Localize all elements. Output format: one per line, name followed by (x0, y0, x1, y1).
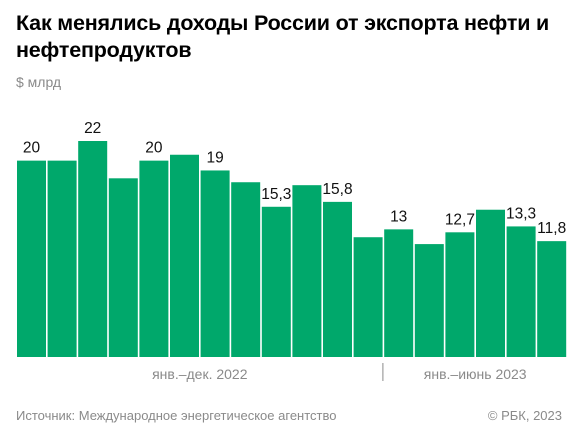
bar-5 (139, 160, 169, 357)
bar-4 (108, 178, 138, 357)
bar-14 (414, 244, 444, 357)
bar-1 (17, 160, 46, 357)
bar-18 (537, 241, 567, 357)
value-label-7: 19 (206, 149, 223, 166)
bar-6 (170, 154, 199, 357)
bar-9 (261, 206, 291, 357)
value-label-3: 22 (84, 120, 101, 137)
value-label-1: 20 (23, 140, 41, 157)
bar-2 (47, 160, 77, 357)
value-label-18: 11,8 (537, 220, 566, 237)
value-label-15: 12,7 (445, 211, 475, 228)
period-label-2: янв.–июнь 2023 (424, 366, 527, 382)
value-label-11: 15,8 (322, 181, 352, 198)
bar-13 (384, 229, 414, 357)
chart-title: Как менялись доходы России от экспорта н… (16, 11, 550, 62)
footer: Источник: Международное энергетическое а… (16, 408, 562, 423)
value-label-5: 20 (145, 140, 163, 157)
bar-15 (445, 232, 475, 357)
bar-10 (292, 185, 322, 357)
period-label-1: янв.–дек. 2022 (152, 366, 248, 382)
bar-17 (506, 226, 536, 357)
bar-8 (231, 182, 261, 357)
value-label-9: 15,3 (261, 186, 291, 203)
bar-12 (353, 237, 383, 357)
source-note: Источник: Международное энергетическое а… (16, 408, 337, 423)
unit-label: $ млрд (16, 74, 62, 90)
bar-7 (200, 170, 230, 357)
bar-11 (323, 201, 352, 357)
bar-16 (476, 209, 505, 357)
bar-3 (78, 141, 108, 357)
value-label-17: 13,3 (506, 205, 536, 222)
value-label-13: 13 (390, 208, 407, 225)
copyright-note: © РБК, 2023 (487, 408, 562, 423)
